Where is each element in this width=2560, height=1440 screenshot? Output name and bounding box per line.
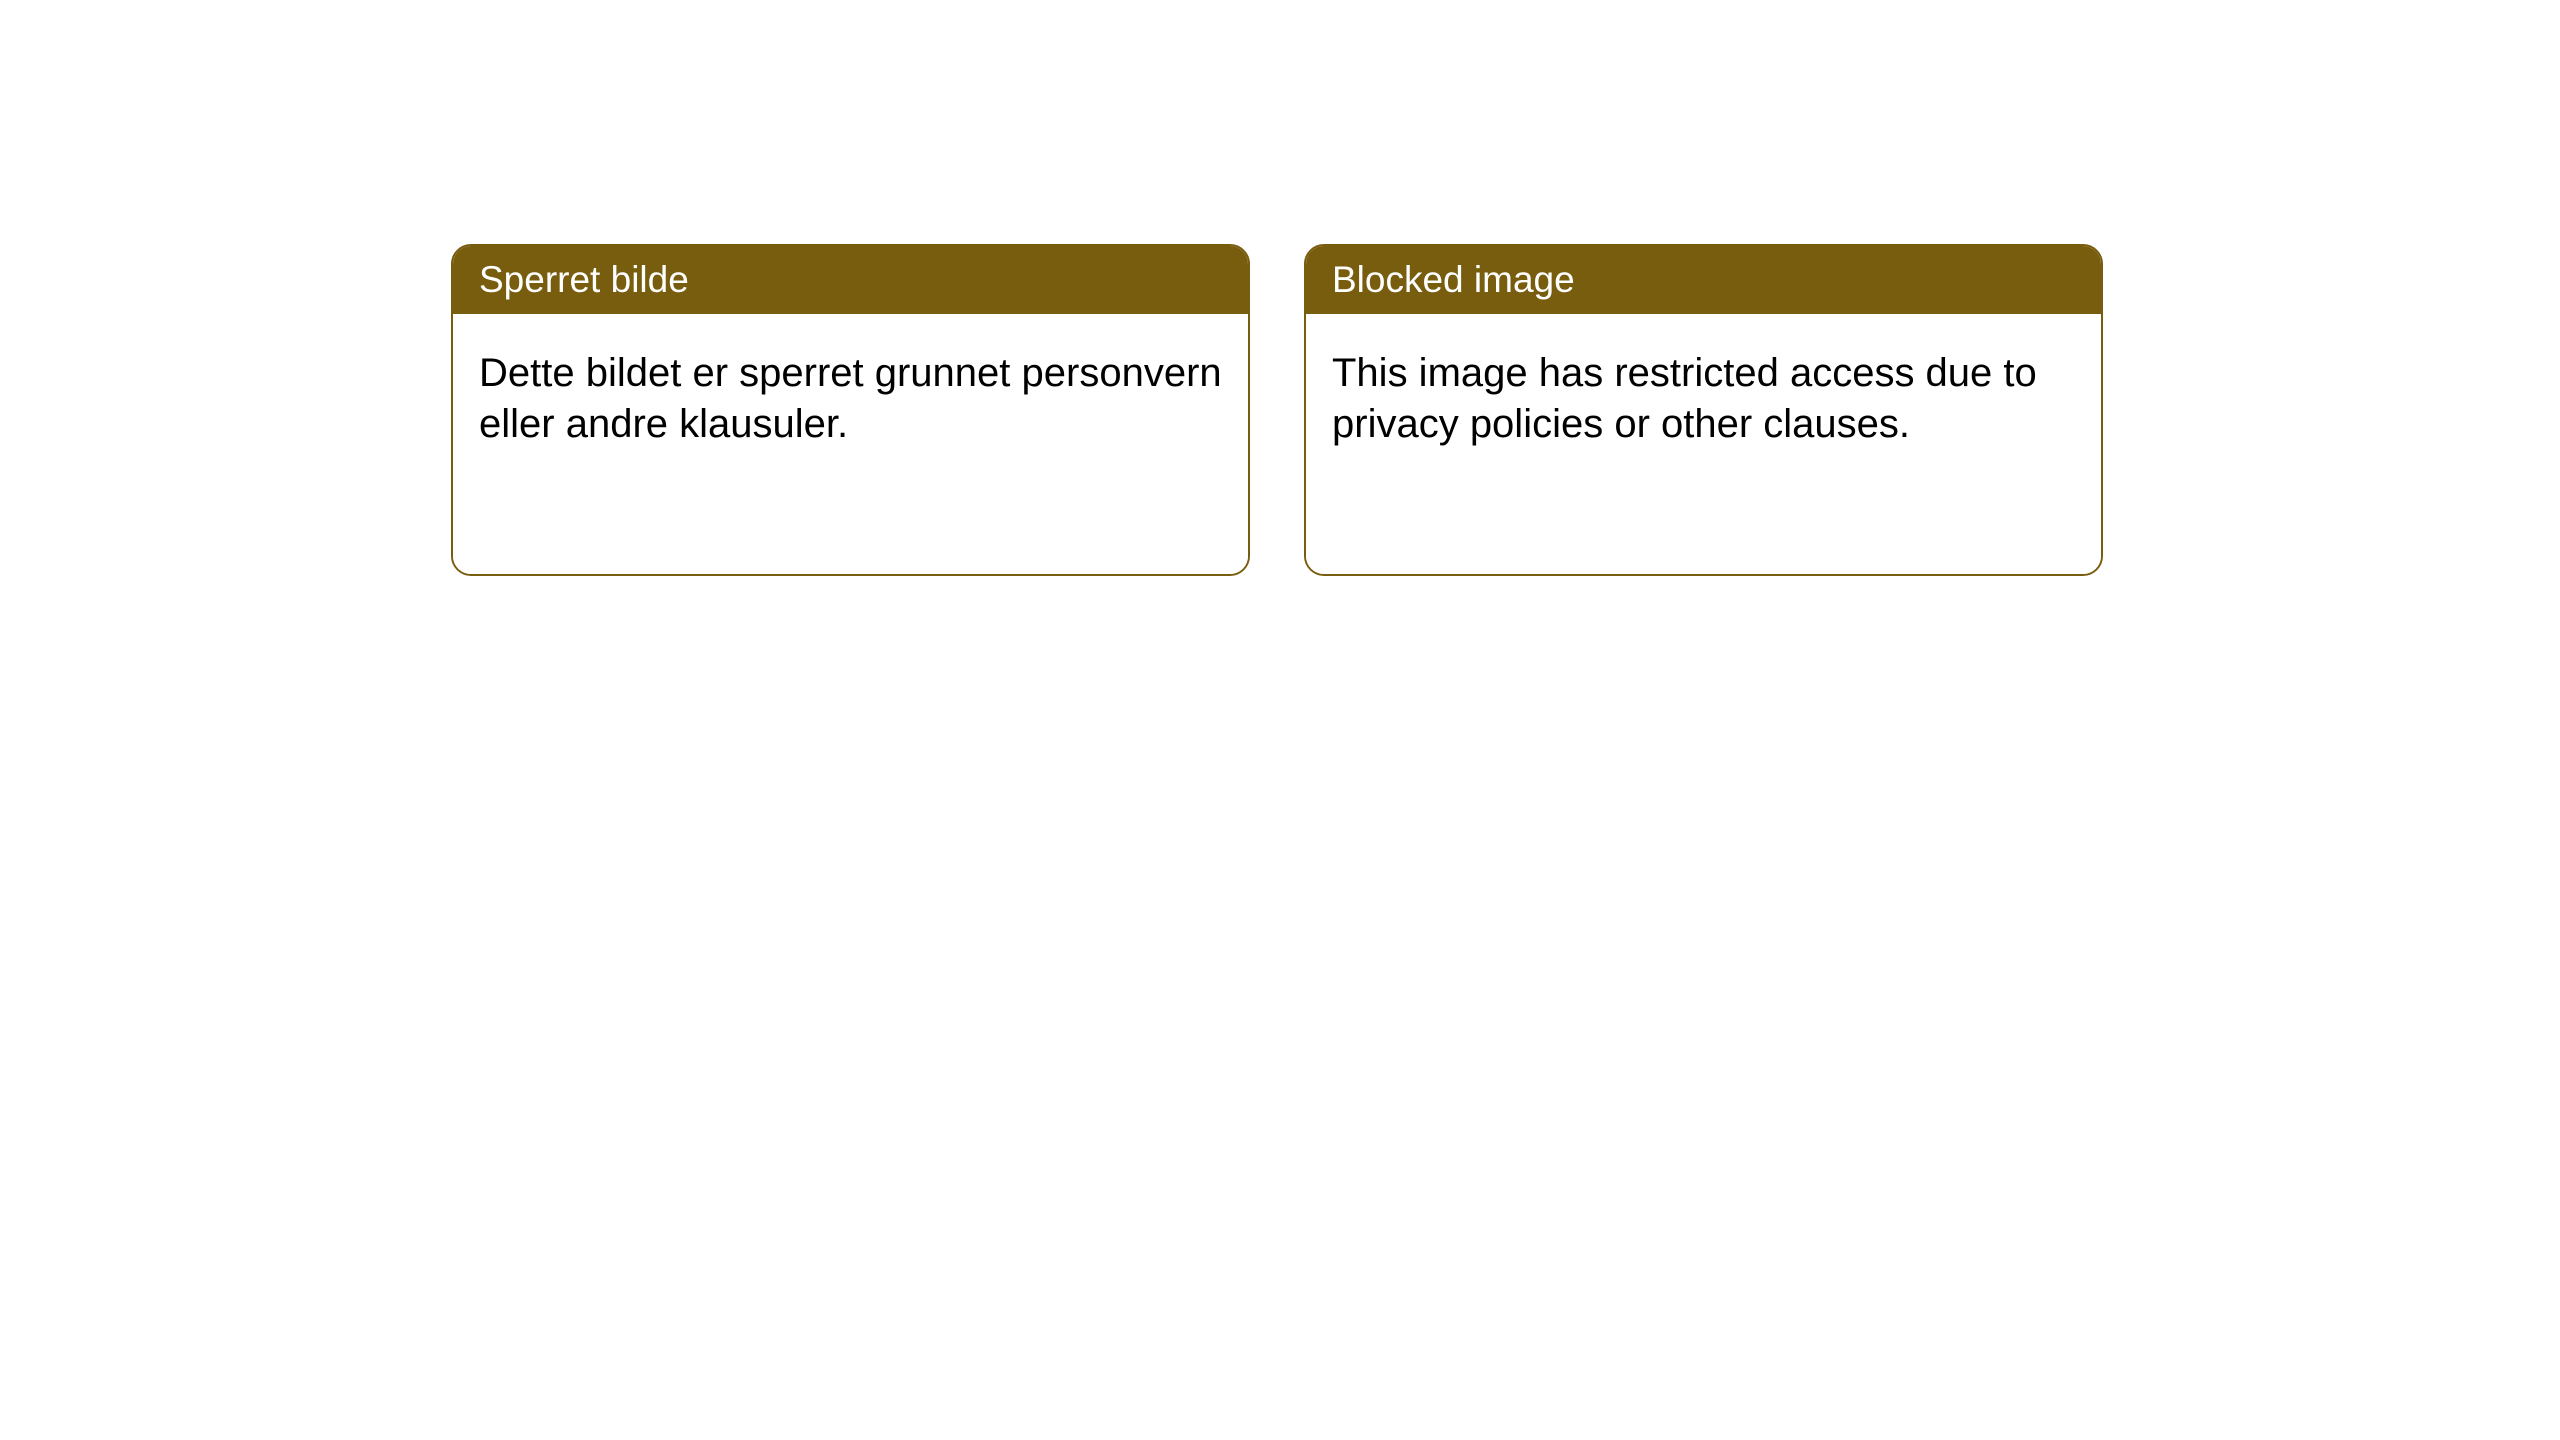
card-title: Sperret bilde [479,259,689,300]
card-title: Blocked image [1332,259,1575,300]
notice-card-norwegian: Sperret bilde Dette bildet er sperret gr… [451,244,1250,576]
card-body-norwegian: Dette bildet er sperret grunnet personve… [453,314,1248,574]
card-message: Dette bildet er sperret grunnet personve… [479,351,1222,446]
notice-card-english: Blocked image This image has restricted … [1304,244,2103,576]
notice-cards-container: Sperret bilde Dette bildet er sperret gr… [451,244,2103,576]
card-header-norwegian: Sperret bilde [453,246,1248,314]
card-message: This image has restricted access due to … [1332,351,2037,446]
card-body-english: This image has restricted access due to … [1306,314,2101,574]
card-header-english: Blocked image [1306,246,2101,314]
